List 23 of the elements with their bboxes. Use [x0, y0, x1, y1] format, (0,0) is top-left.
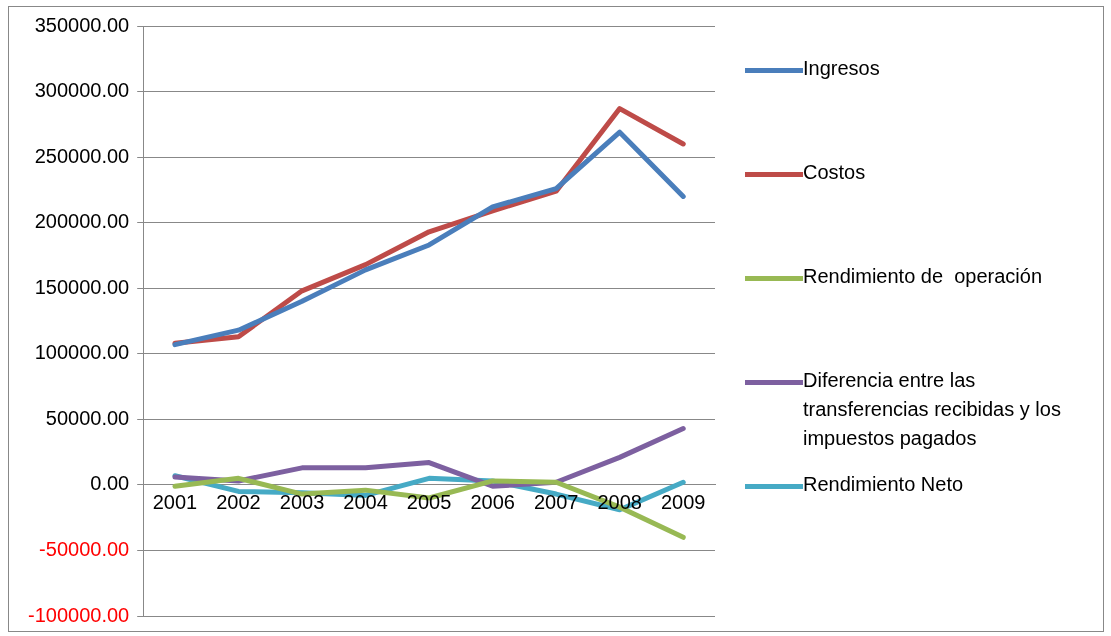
x-tick-label: 2007 — [533, 491, 579, 514]
legend-label: Costos — [803, 160, 866, 185]
y-tick-label: 100000.00 — [34, 341, 130, 364]
y-tick-label: 0.00 — [90, 472, 130, 495]
legend-label: Rendimiento de operación — [803, 264, 1043, 289]
x-tick-label: 2002 — [216, 491, 261, 514]
y-tick-label: 150000.00 — [34, 275, 130, 298]
y-tick-label: 350000.00 — [34, 13, 130, 36]
y-tick-label: -100000.00 — [28, 603, 130, 626]
y-tick-label: 250000.00 — [34, 144, 130, 167]
y-tick-label: 50000.00 — [45, 406, 130, 429]
x-tick-label: 2006 — [470, 491, 515, 514]
legend-label: Rendimiento Neto — [803, 472, 964, 497]
legend-label: Diferencia entre las transferencias recibidas y los impuestos pagados — [803, 368, 1062, 451]
x-tick-label: 2003 — [279, 491, 325, 514]
y-tick-label: 200000.00 — [34, 210, 130, 233]
y-tick-label: -50000.00 — [39, 537, 130, 560]
x-tick-label: 2001 — [152, 491, 198, 514]
x-tick-label: 2009 — [660, 491, 706, 514]
y-tick-label: 300000.00 — [34, 79, 130, 102]
legend-label: Ingresos — [803, 56, 880, 81]
x-tick-label: 2004 — [343, 491, 388, 514]
x-tick-label: 2005 — [406, 491, 452, 514]
